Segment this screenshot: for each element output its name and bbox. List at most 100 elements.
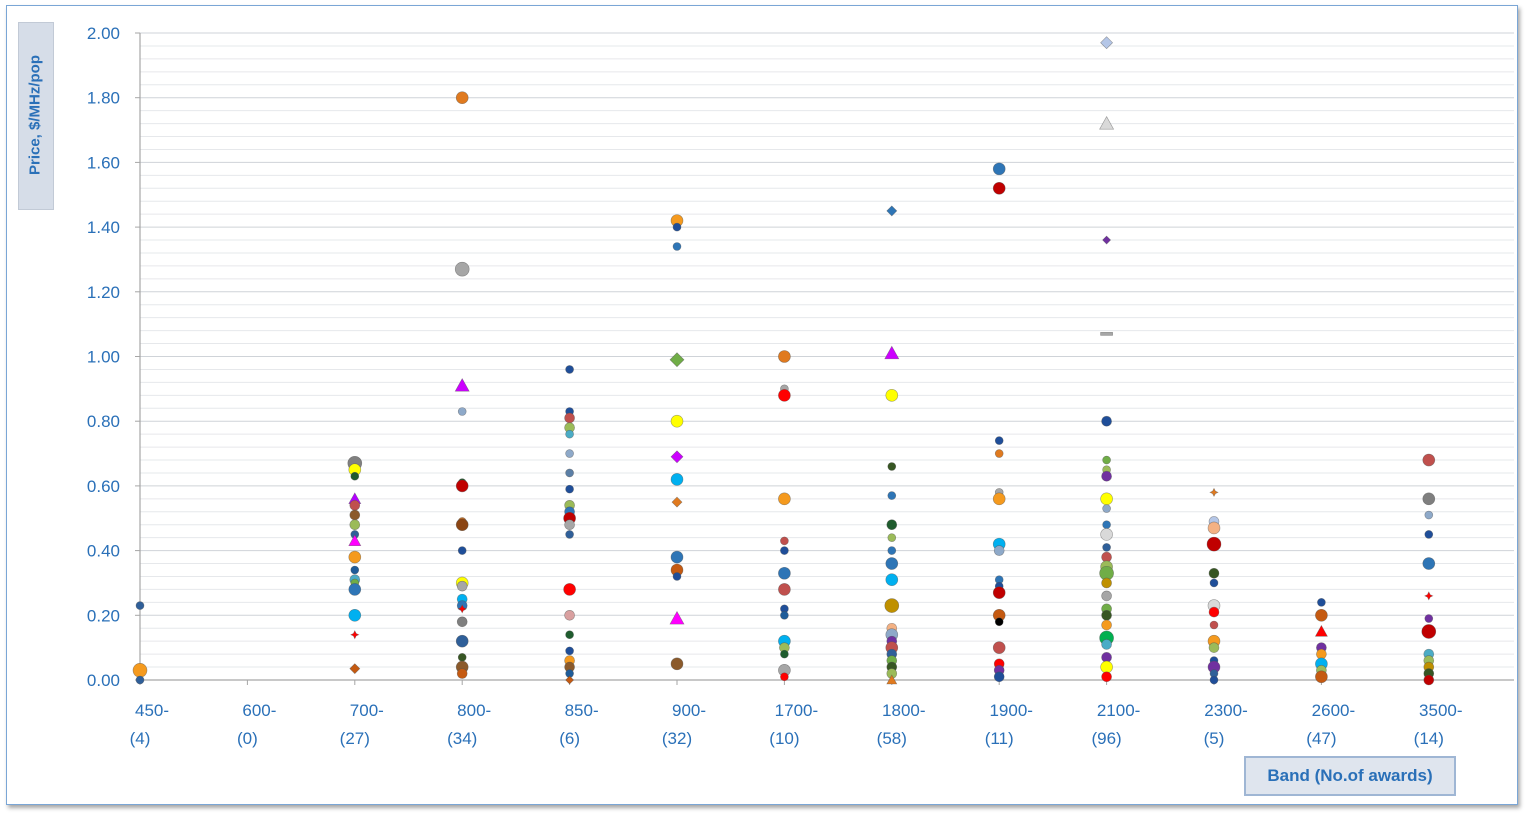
data-point bbox=[887, 491, 897, 500]
data-point bbox=[886, 519, 898, 531]
data-point bbox=[456, 668, 468, 679]
data-point bbox=[1424, 530, 1434, 539]
data-point bbox=[565, 449, 574, 458]
y-axis-title: Price, $/MHz/pop bbox=[26, 54, 44, 176]
data-point bbox=[1100, 528, 1113, 541]
x-tick-label-band: 2100- bbox=[1097, 701, 1140, 720]
data-point bbox=[1208, 606, 1220, 618]
data-point bbox=[994, 617, 1004, 627]
data-point bbox=[778, 350, 791, 363]
data-point bbox=[565, 468, 574, 478]
y-tick-label: 0.80 bbox=[87, 412, 120, 431]
data-point bbox=[1315, 608, 1328, 622]
data-point bbox=[1209, 620, 1219, 630]
data-point bbox=[670, 473, 684, 486]
data-point bbox=[564, 519, 575, 531]
data-point bbox=[778, 583, 791, 596]
x-axis-title: Band (No.of awards) bbox=[1267, 766, 1433, 785]
data-point bbox=[1315, 670, 1328, 684]
data-point bbox=[455, 634, 469, 648]
data-point bbox=[1424, 591, 1434, 601]
data-point bbox=[132, 662, 148, 678]
data-point bbox=[1208, 567, 1220, 579]
data-point bbox=[778, 566, 791, 580]
data-point bbox=[1209, 578, 1219, 588]
data-point bbox=[670, 450, 684, 464]
data-point bbox=[992, 492, 1006, 506]
data-point bbox=[1102, 520, 1111, 530]
x-tick-label-band: 1900- bbox=[989, 701, 1032, 720]
data-point bbox=[457, 653, 467, 662]
x-tick-label-band: 850- bbox=[565, 701, 599, 720]
data-point bbox=[778, 389, 791, 402]
x-tick-label-count: (58) bbox=[877, 729, 907, 748]
x-tick-label-band: 450- bbox=[135, 701, 169, 720]
data-point bbox=[1208, 642, 1220, 653]
data-point bbox=[1102, 235, 1112, 245]
x-tick-label-band: 700- bbox=[350, 701, 384, 720]
data-point bbox=[887, 546, 897, 555]
data-point bbox=[454, 377, 470, 392]
y-tick-label: 1.60 bbox=[87, 153, 120, 172]
data-point bbox=[778, 492, 791, 506]
data-point bbox=[348, 550, 362, 564]
data-point bbox=[992, 162, 1006, 176]
data-point bbox=[1101, 470, 1112, 482]
data-point bbox=[1422, 453, 1436, 467]
data-point bbox=[1422, 557, 1436, 570]
data-point bbox=[887, 533, 897, 542]
data-point bbox=[348, 583, 362, 596]
data-point bbox=[672, 572, 682, 581]
data-point bbox=[993, 671, 1005, 683]
data-point bbox=[993, 545, 1005, 556]
data-point bbox=[348, 608, 362, 622]
data-point bbox=[456, 580, 468, 592]
data-point bbox=[457, 407, 467, 416]
x-tick-label-band: 800- bbox=[457, 701, 491, 720]
data-point bbox=[780, 536, 789, 546]
data-point bbox=[565, 630, 574, 640]
data-point bbox=[348, 534, 362, 546]
x-tick-label-band: 2600- bbox=[1312, 701, 1355, 720]
x-tick-label-count: (11) bbox=[985, 729, 1014, 748]
y-tick-label: 1.20 bbox=[87, 283, 120, 302]
data-point bbox=[884, 598, 900, 613]
data-point bbox=[350, 471, 360, 481]
data-point bbox=[1100, 492, 1113, 506]
data-point bbox=[669, 352, 685, 368]
x-tick-label-count: (5) bbox=[1204, 729, 1225, 748]
x-tick-label-count: (10) bbox=[769, 729, 799, 748]
data-point bbox=[670, 550, 684, 564]
data-point bbox=[457, 546, 467, 555]
data-point bbox=[565, 530, 574, 539]
data-point bbox=[672, 222, 682, 232]
data-point bbox=[1101, 639, 1112, 650]
data-point bbox=[1102, 455, 1111, 465]
data-point bbox=[886, 674, 898, 685]
data-point bbox=[669, 610, 685, 625]
data-point bbox=[1102, 504, 1111, 513]
x-tick-label-count: (0) bbox=[237, 729, 258, 748]
data-point bbox=[886, 205, 898, 217]
data-point bbox=[885, 389, 899, 402]
data-point bbox=[1209, 675, 1219, 685]
data-point bbox=[457, 604, 467, 614]
data-point bbox=[994, 436, 1004, 445]
data-point bbox=[349, 663, 361, 675]
data-point bbox=[994, 449, 1004, 458]
data-point bbox=[780, 546, 789, 555]
data-point bbox=[672, 242, 682, 251]
data-point bbox=[780, 610, 789, 620]
data-point bbox=[671, 496, 683, 508]
data-point bbox=[349, 519, 361, 531]
data-point bbox=[1101, 619, 1112, 631]
data-point bbox=[135, 601, 145, 610]
data-point bbox=[565, 675, 575, 685]
y-tick-label: 1.80 bbox=[87, 89, 120, 108]
data-point bbox=[1207, 521, 1221, 535]
data-point bbox=[455, 518, 469, 532]
x-tick-label-band: 2300- bbox=[1204, 701, 1247, 720]
data-point bbox=[455, 91, 469, 104]
data-point bbox=[1206, 536, 1222, 552]
x-tick-label-band: 1800- bbox=[882, 701, 925, 720]
